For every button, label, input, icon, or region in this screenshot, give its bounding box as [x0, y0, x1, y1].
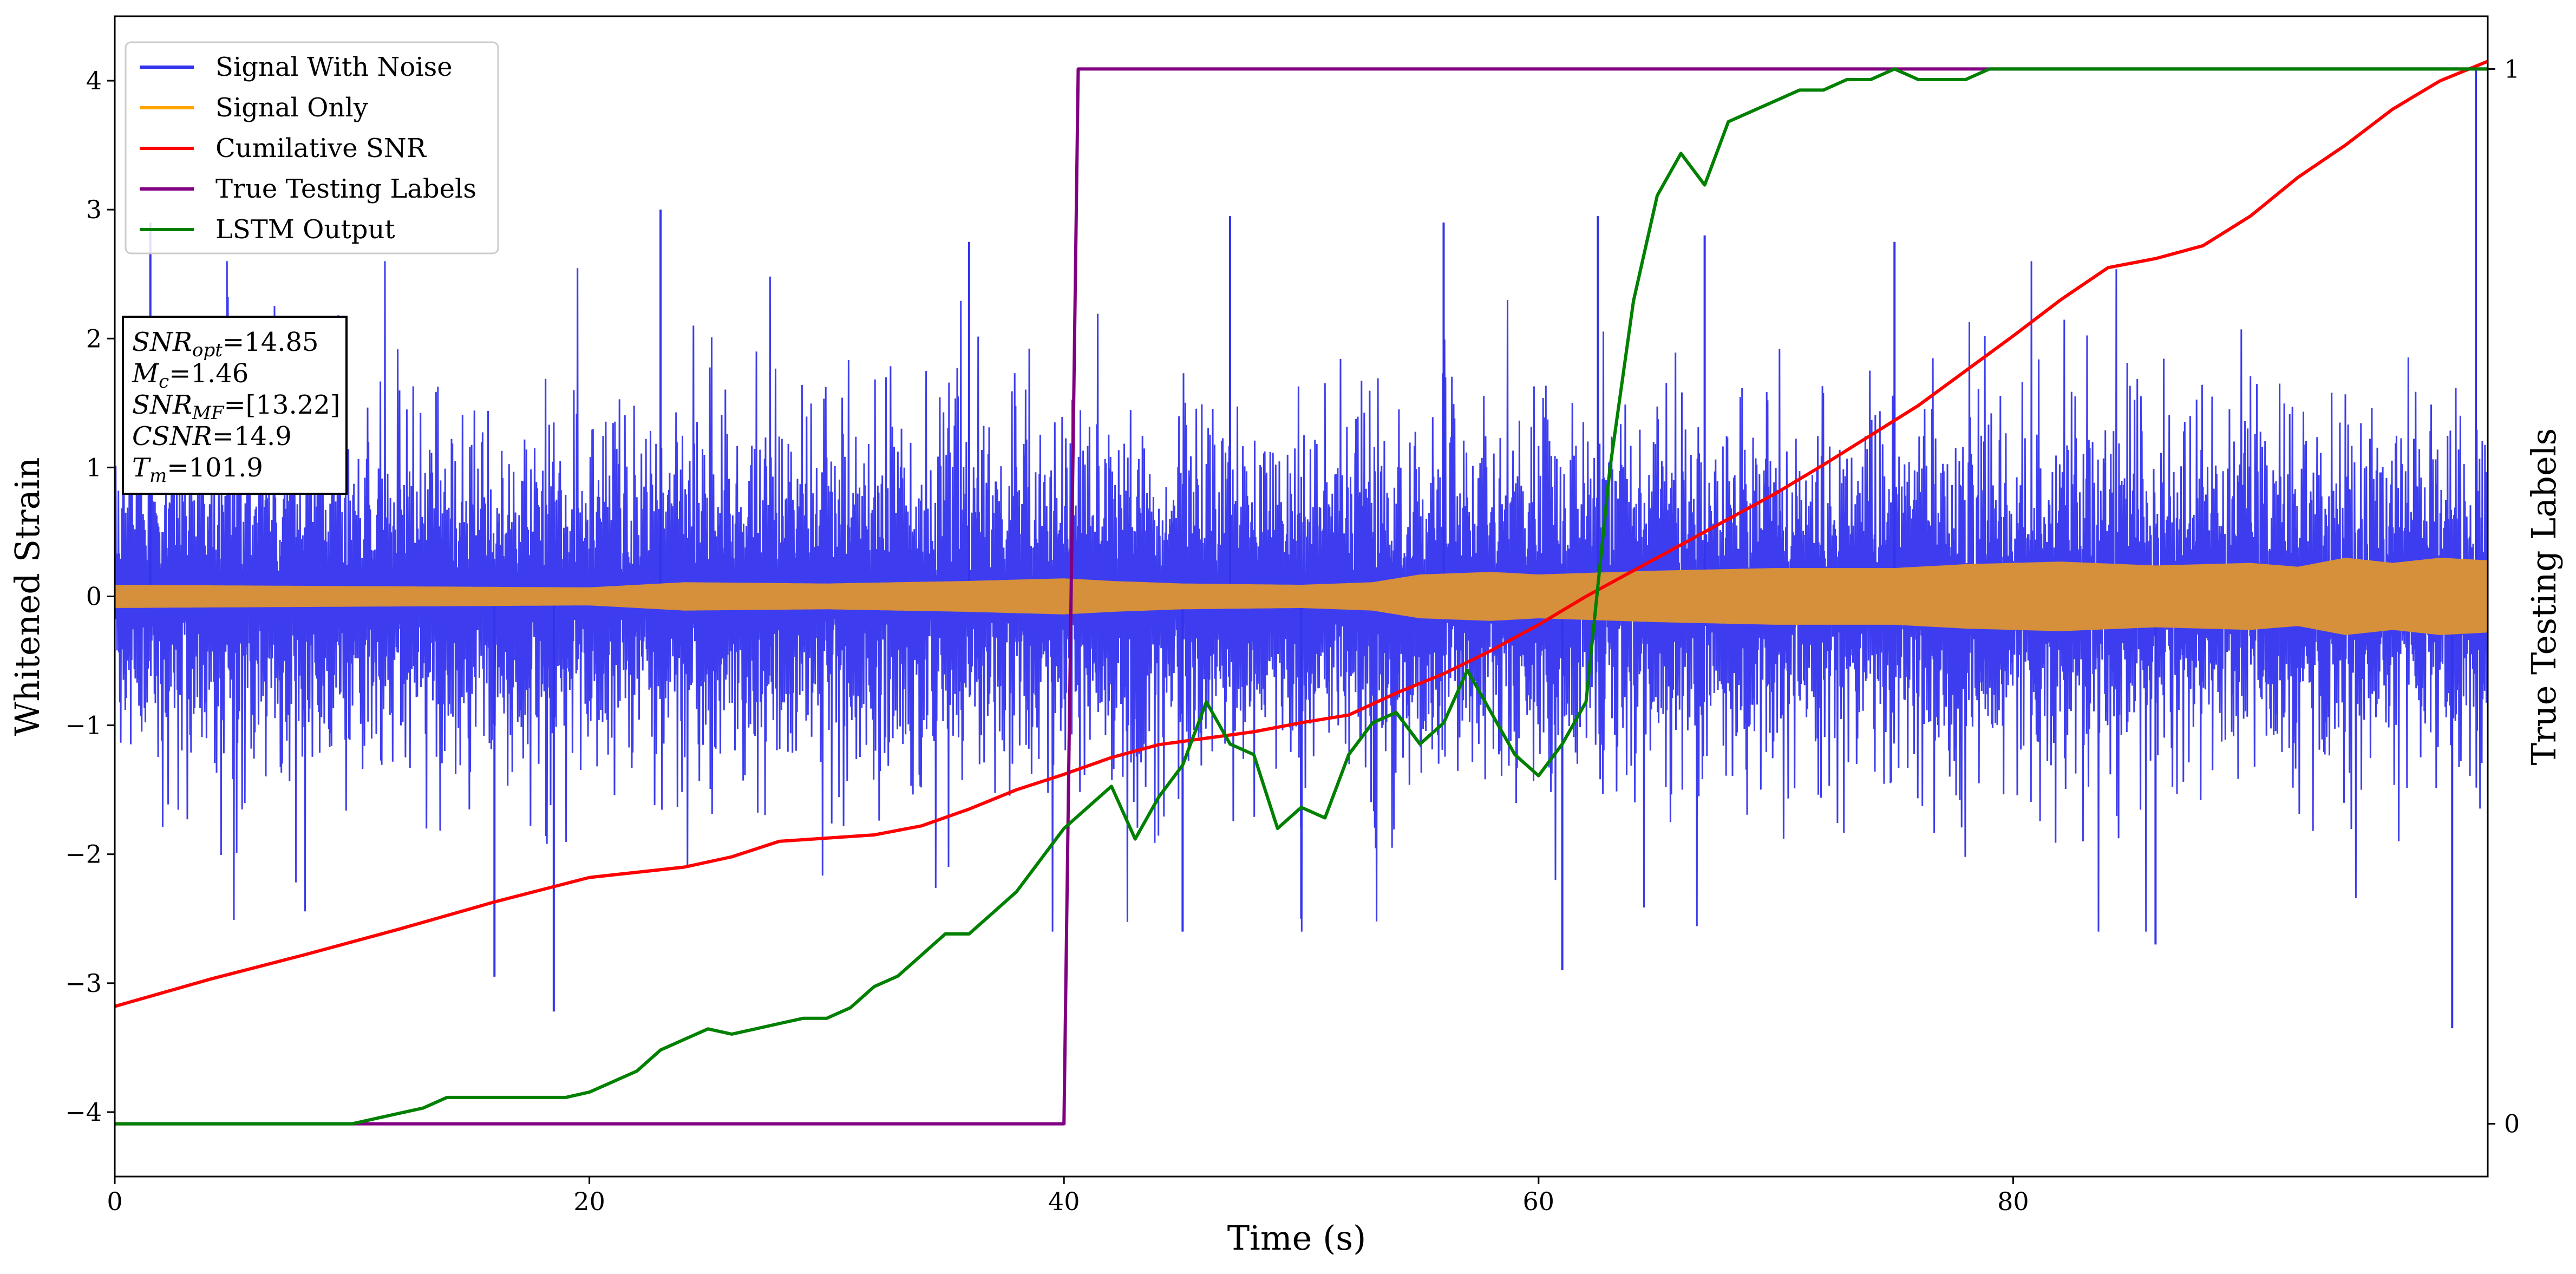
y-tick-label: −1 — [65, 711, 102, 740]
x-tick-label: 60 — [1523, 1187, 1555, 1216]
legend-label: True Testing Labels — [215, 174, 476, 204]
x-tick-label: 20 — [573, 1187, 605, 1216]
y-tick-label: 2 — [86, 324, 102, 353]
x-axis-label: Time (s) — [1227, 1218, 1367, 1258]
annotation-line: SNRMF=[13.22] — [132, 390, 341, 424]
y-tick-label: 3 — [86, 195, 102, 224]
annotation-line: CSNR=14.9 — [132, 421, 292, 452]
annotation-line: Mc=1.46 — [132, 358, 249, 393]
legend-label: LSTM Output — [215, 214, 395, 245]
lstm-output-line — [115, 67, 2488, 1126]
y-right-tick-label: 0 — [2504, 1109, 2520, 1139]
y-axis-label: Whitened Strain — [8, 458, 47, 736]
x-tick-label: 0 — [107, 1187, 122, 1216]
y-tick-label: 1 — [86, 453, 102, 482]
signal-only-band — [115, 558, 2488, 635]
signal-with-noise-series — [115, 68, 2488, 1029]
legend-label: Signal With Noise — [215, 52, 453, 82]
y-tick-label: 4 — [86, 66, 102, 95]
legend-label: Cumilative SNR — [215, 133, 427, 164]
y-tick-label: 0 — [86, 582, 102, 611]
annotation-box: SNRopt=14.85Mc=1.46SNRMF=[13.22]CSNR=14.… — [122, 316, 348, 495]
y-right-tick-label: 1 — [2504, 54, 2520, 83]
x-tick-label: 80 — [1997, 1187, 2029, 1216]
cumulative-snr-line — [115, 60, 2488, 1008]
y-axis-label-right: True Testing Labels — [2524, 428, 2564, 766]
annotation-line: Tm=101.9 — [132, 453, 263, 487]
legend: Signal With Noise Signal Only Cumilative S… — [125, 41, 499, 254]
legend-label: Signal Only — [215, 93, 368, 123]
y-tick-label: −3 — [65, 969, 102, 998]
signal-only-series — [115, 558, 2488, 635]
annotation-line: SNRopt=14.85 — [132, 327, 319, 361]
y-tick-label: −4 — [65, 1097, 102, 1127]
y-tick-label: −2 — [65, 840, 102, 869]
x-tick-label: 40 — [1048, 1187, 1080, 1216]
